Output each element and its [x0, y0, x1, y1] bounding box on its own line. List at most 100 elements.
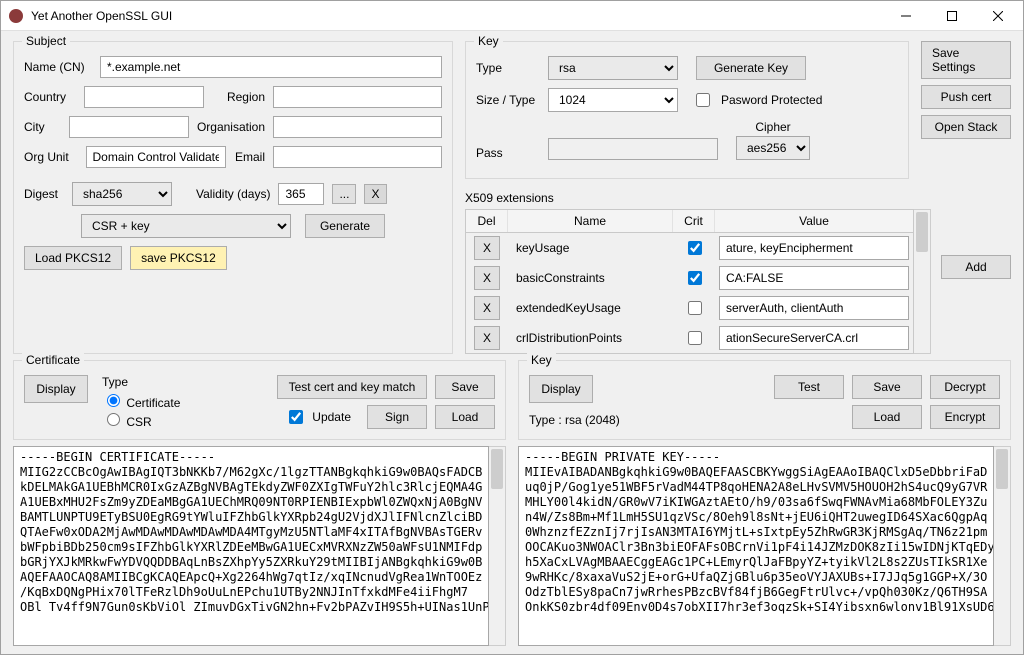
validity-label: Validity (days): [196, 187, 270, 201]
delete-row-button[interactable]: X: [474, 266, 500, 290]
delete-row-button[interactable]: X: [474, 326, 500, 350]
key-type-line: Type : rsa (2048): [529, 413, 620, 427]
digest-select[interactable]: sha256: [72, 182, 172, 206]
key-scrollbar[interactable]: [994, 446, 1011, 646]
cert-legend: Certificate: [22, 353, 84, 367]
key-legend: Key: [474, 34, 503, 48]
cert-scrollbar[interactable]: [489, 446, 506, 646]
cert-load-button[interactable]: Load: [435, 405, 495, 429]
key-type-select[interactable]: rsa: [548, 56, 678, 80]
country-label: Country: [24, 90, 76, 104]
email-label: Email: [234, 150, 265, 164]
key-test-button[interactable]: Test: [774, 375, 844, 399]
ext-name: extendedKeyUsage: [508, 298, 673, 318]
cn-input[interactable]: [100, 56, 442, 78]
save-pkcs12-button[interactable]: save PKCS12: [130, 246, 227, 270]
ext-value-input[interactable]: [719, 236, 909, 260]
cert-display-button[interactable]: Display: [24, 375, 88, 403]
minimize-button[interactable]: [883, 1, 929, 31]
x509-row: XextendedKeyUsage: [466, 293, 913, 323]
ext-name: keyUsage: [508, 238, 673, 258]
city-input[interactable]: [69, 116, 189, 138]
sign-button[interactable]: Sign: [367, 405, 427, 429]
col-del: Del: [466, 210, 508, 232]
browse-button[interactable]: ...: [332, 184, 356, 204]
titlebar: Yet Another OpenSSL GUI: [1, 1, 1023, 31]
update-label: Update: [312, 410, 351, 424]
key-size-select[interactable]: 1024: [548, 88, 678, 112]
x509-scrollbar[interactable]: [914, 209, 931, 354]
key-size-label: Size / Type: [476, 93, 540, 107]
key-type-label: Type: [476, 61, 540, 75]
pass-input[interactable]: [548, 138, 718, 160]
key-panel-legend: Key: [527, 353, 556, 367]
key-display-group: Key Display Type : rsa (2048) Test Save …: [518, 360, 1011, 440]
decrypt-button[interactable]: Decrypt: [930, 375, 1000, 399]
pwd-protected-label: Pasword Protected: [721, 93, 822, 107]
ext-name: crlDistributionPoints: [508, 328, 673, 348]
country-input[interactable]: [84, 86, 204, 108]
generate-key-button[interactable]: Generate Key: [696, 56, 806, 80]
close-button[interactable]: [975, 1, 1021, 31]
ext-value-input[interactable]: [719, 266, 909, 290]
x509-group: X509 extensions Del Name Crit Value Xkey…: [465, 191, 931, 354]
pwd-protected-checkbox[interactable]: [696, 93, 710, 107]
ext-name: basicConstraints: [508, 268, 673, 288]
subject-group: Subject Name (CN) Country Region City Or…: [13, 41, 453, 354]
crit-checkbox[interactable]: [688, 331, 702, 345]
push-cert-button[interactable]: Push cert: [921, 85, 1011, 109]
mode-select[interactable]: CSR + key: [81, 214, 291, 238]
region-input[interactable]: [273, 86, 442, 108]
delete-row-button[interactable]: X: [474, 296, 500, 320]
encrypt-button[interactable]: Encrypt: [930, 405, 1000, 429]
radio-certificate[interactable]: [107, 394, 120, 407]
privatekey-textarea[interactable]: [518, 446, 994, 646]
ext-value-input[interactable]: [719, 296, 909, 320]
cn-label: Name (CN): [24, 60, 92, 74]
col-crit: Crit: [673, 210, 715, 232]
validity-input[interactable]: [278, 183, 324, 205]
ou-input[interactable]: [86, 146, 226, 168]
crit-checkbox[interactable]: [688, 241, 702, 255]
side-buttons: Save Settings Push cert Open Stack: [921, 41, 1011, 179]
key-load-button[interactable]: Load: [852, 405, 922, 429]
crit-checkbox[interactable]: [688, 271, 702, 285]
ou-label: Org Unit: [24, 150, 78, 164]
subject-legend: Subject: [22, 34, 70, 48]
radio-certificate-label: Certificate: [126, 396, 180, 410]
key-group: Key Type rsa Generate Key Size / Type 10…: [465, 41, 909, 179]
add-extension-button[interactable]: Add: [941, 255, 1011, 279]
org-label: Organisation: [197, 120, 265, 134]
cipher-label: Cipher: [755, 120, 790, 134]
col-value: Value: [715, 210, 913, 232]
load-pkcs12-button[interactable]: Load PKCS12: [24, 246, 122, 270]
cert-type-label: Type: [102, 375, 180, 389]
cert-save-button[interactable]: Save: [435, 375, 495, 399]
org-input[interactable]: [273, 116, 442, 138]
digest-label: Digest: [24, 187, 64, 201]
city-label: City: [24, 120, 61, 134]
radio-csr-label: CSR: [126, 415, 151, 429]
email-input[interactable]: [273, 146, 442, 168]
cert-type-radios: Type Certificate CSR: [102, 375, 180, 429]
app-window: Yet Another OpenSSL GUI Subject Name (CN…: [0, 0, 1024, 655]
update-checkbox[interactable]: [289, 410, 303, 424]
maximize-button[interactable]: [929, 1, 975, 31]
clear-button[interactable]: X: [364, 184, 386, 204]
key-save-button[interactable]: Save: [852, 375, 922, 399]
window-title: Yet Another OpenSSL GUI: [31, 9, 883, 23]
key-display-button[interactable]: Display: [529, 375, 593, 403]
test-match-button[interactable]: Test cert and key match: [277, 375, 427, 399]
delete-row-button[interactable]: X: [474, 236, 500, 260]
radio-csr[interactable]: [107, 413, 120, 426]
certificate-textarea[interactable]: [13, 446, 489, 646]
x509-legend: X509 extensions: [465, 191, 931, 205]
generate-button[interactable]: Generate: [305, 214, 385, 238]
open-stack-button[interactable]: Open Stack: [921, 115, 1011, 139]
cipher-select[interactable]: aes256: [736, 136, 810, 160]
crit-checkbox[interactable]: [688, 301, 702, 315]
ext-value-input[interactable]: [719, 326, 909, 350]
pass-label: Pass: [476, 146, 540, 160]
x509-header: Del Name Crit Value: [465, 209, 914, 233]
save-settings-button[interactable]: Save Settings: [921, 41, 1011, 79]
